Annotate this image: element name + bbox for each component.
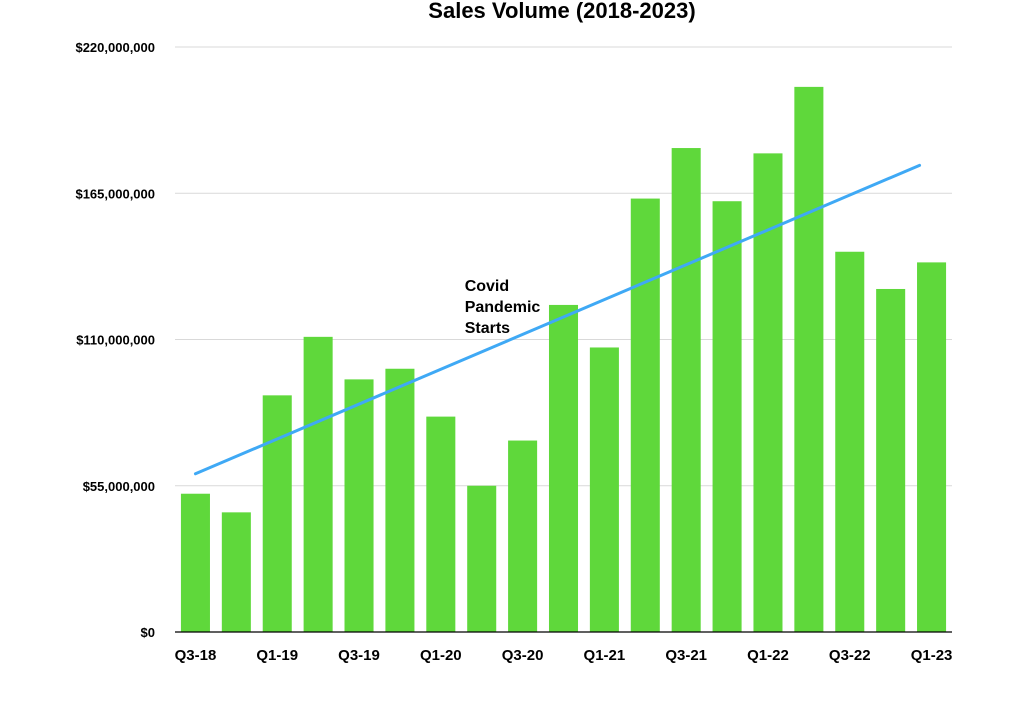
trendline-layer (193, 163, 922, 476)
annotation-line: Starts (465, 320, 510, 337)
x-tick-label: Q3-19 (338, 647, 380, 664)
x-tick-label: Q1-23 (911, 647, 953, 664)
bar-q4-22 (876, 288, 906, 632)
annotations: Covid Pandemic Starts (465, 278, 541, 337)
x-tick-label: Q1-20 (420, 647, 462, 664)
y-tick-label: $220,000,000 (75, 40, 155, 55)
annotation-line: Pandemic (465, 299, 541, 316)
bar-q3-18 (180, 493, 210, 632)
bar-q2-19 (303, 336, 333, 632)
annotation-line: Covid (465, 278, 509, 295)
bar-q1-23 (917, 262, 947, 632)
x-tick-label: Q3-20 (502, 647, 544, 664)
chart-title: Sales Volume (2018-2023) (428, 0, 695, 23)
x-tick-label: Q3-21 (665, 647, 707, 664)
axes: $0 $55,000,000 $110,000,000 $165,000,000 $22… (75, 40, 952, 664)
bar-q3-21 (671, 148, 701, 632)
bar-q1-20 (426, 416, 456, 632)
bars (180, 86, 947, 633)
y-tick-label: $165,000,000 (75, 186, 155, 201)
covid-annotation: Covid Pandemic Starts (465, 278, 541, 337)
x-tick-label: Q1-19 (256, 647, 298, 664)
y-tick-label: $110,000,000 (76, 333, 155, 348)
bar-q3-19 (344, 379, 374, 632)
bar-q1-19 (262, 395, 292, 632)
x-tick-label: Q1-22 (747, 647, 789, 664)
bar-q2-21 (630, 198, 660, 632)
bar-q2-20 (467, 485, 497, 632)
trendline (193, 163, 922, 476)
y-tick-label: $55,000,000 (83, 479, 155, 494)
x-tick-label: Q1-21 (584, 647, 626, 664)
bar-q1-21 (589, 347, 619, 632)
x-tick-label: Q3-22 (829, 647, 871, 664)
bar-q3-20 (508, 440, 538, 632)
bar-q4-20 (548, 304, 579, 632)
x-tick-label: Q3-18 (175, 647, 217, 664)
bar-q4-18 (221, 512, 251, 632)
bar-q2-22 (794, 86, 824, 633)
bar-q4-21 (712, 201, 742, 632)
y-tick-label: $0 (141, 625, 155, 640)
bar-q3-22 (835, 251, 865, 632)
bar-q4-19 (385, 368, 415, 632)
